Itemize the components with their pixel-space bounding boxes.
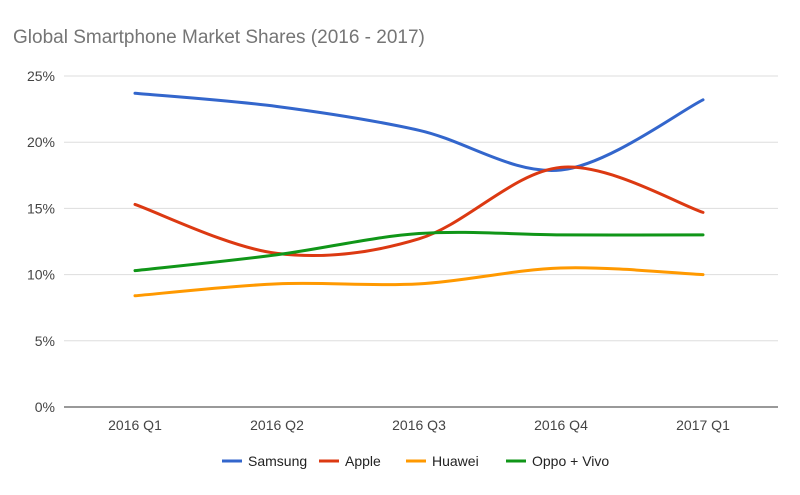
series-line-oppo-vivo xyxy=(133,230,705,273)
x-tick-label: 2016 Q3 xyxy=(392,417,446,433)
y-tick-label: 15% xyxy=(27,200,55,216)
legend-label: Samsung xyxy=(248,453,307,469)
chart-title: Global Smartphone Market Shares (2016 - … xyxy=(13,27,425,48)
series-line-apple xyxy=(133,165,705,258)
y-tick-label: 5% xyxy=(35,333,55,349)
y-tick-label: 20% xyxy=(27,134,55,150)
series-line-samsung xyxy=(133,91,705,173)
legend-label: Huawei xyxy=(432,453,479,469)
legend-label: Apple xyxy=(345,453,381,469)
x-tick-label: 2016 Q1 xyxy=(108,417,162,433)
x-tick-label: 2017 Q1 xyxy=(676,417,730,433)
x-tick-label: 2016 Q4 xyxy=(534,417,588,433)
legend-label: Oppo + Vivo xyxy=(532,453,609,469)
series-line-huawei xyxy=(133,266,705,298)
y-tick-label: 25% xyxy=(27,68,55,84)
y-tick-label: 10% xyxy=(27,267,55,283)
y-tick-label: 0% xyxy=(35,399,55,415)
x-tick-label: 2016 Q2 xyxy=(250,417,304,433)
